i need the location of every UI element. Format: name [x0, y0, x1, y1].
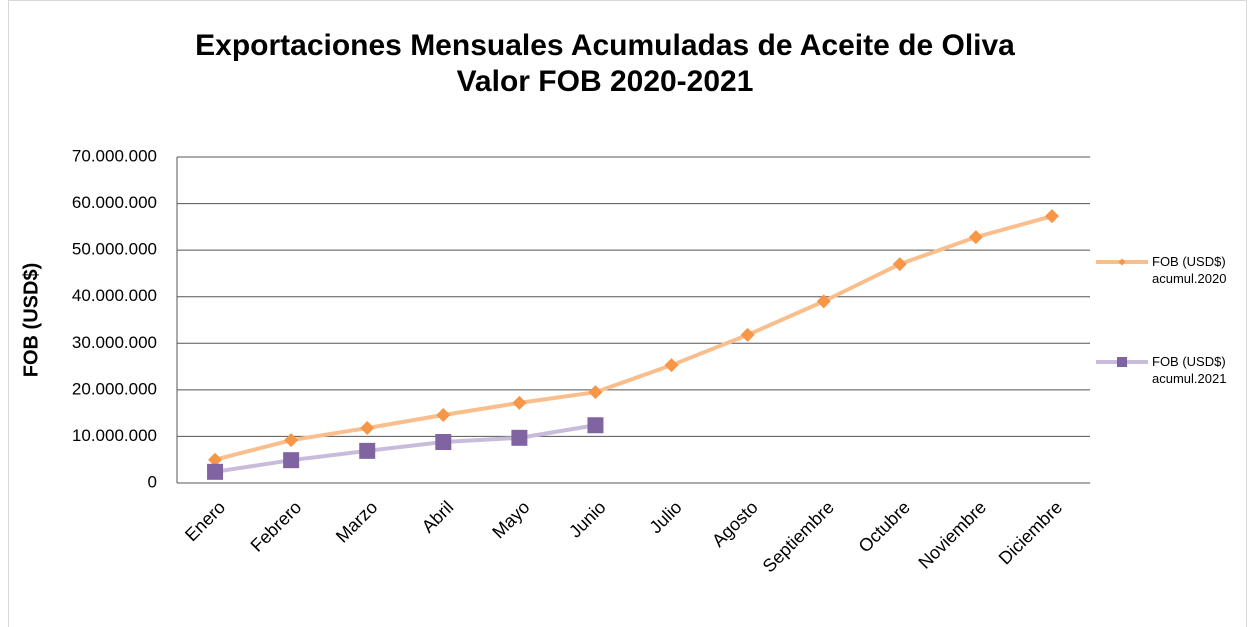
x-tick-label: Abril: [418, 497, 458, 537]
point: [512, 395, 527, 410]
legend-label: FOB (USD$) acumul.2020: [1152, 254, 1227, 286]
point: [588, 385, 603, 400]
point: [283, 452, 300, 469]
point: [740, 327, 755, 342]
y-tick-label: 60.000.000: [72, 193, 157, 212]
point: [359, 442, 376, 459]
y-tick-label: 50.000.000: [72, 240, 157, 259]
x-tick-label: Septiembre: [759, 497, 838, 576]
y-tick-label: 70.000.000: [72, 146, 157, 165]
series-line: [214, 423, 596, 474]
point: [892, 257, 907, 272]
y-tick-label: 40.000.000: [72, 286, 157, 305]
point: [208, 452, 223, 467]
point: [360, 421, 375, 436]
point: [436, 408, 451, 423]
x-tick-label: Agosto: [708, 497, 762, 551]
x-tick-label: Enero: [181, 497, 229, 545]
legend-label: FOB (USD$) acumul.2021: [1152, 354, 1227, 386]
x-tick-label: Junio: [565, 497, 610, 542]
x-tick-label: Marzo: [332, 497, 382, 547]
point: [1044, 209, 1059, 224]
legend-marker: [1117, 357, 1127, 367]
point: [968, 230, 983, 245]
point: [207, 463, 224, 480]
point: [587, 417, 604, 434]
x-tick-label: Mayo: [488, 497, 533, 542]
point: [816, 294, 831, 309]
point: [435, 434, 452, 451]
x-tick-label: Noviembre: [914, 497, 990, 573]
y-tick-label: 10.000.000: [72, 426, 157, 445]
series-line: [214, 214, 1053, 462]
y-tick-label: 0: [148, 472, 157, 491]
legend-marker: [1118, 258, 1126, 266]
chart-border: [8, 0, 1247, 627]
x-tick-label: Diciembre: [995, 497, 1066, 568]
y-tick-label: 20.000.000: [72, 379, 157, 398]
chart-title: Exportaciones Mensuales Acumuladas de Ac…: [195, 29, 1015, 98]
point: [284, 433, 299, 448]
point: [511, 429, 528, 446]
x-tick-label: Octubre: [855, 497, 914, 556]
x-tick-label: Febrero: [247, 497, 306, 556]
y-axis-label: FOB (USD$): [20, 263, 42, 377]
point: [664, 358, 679, 373]
x-tick-label: Julio: [645, 497, 685, 537]
y-tick-label: 30.000.000: [72, 333, 157, 352]
